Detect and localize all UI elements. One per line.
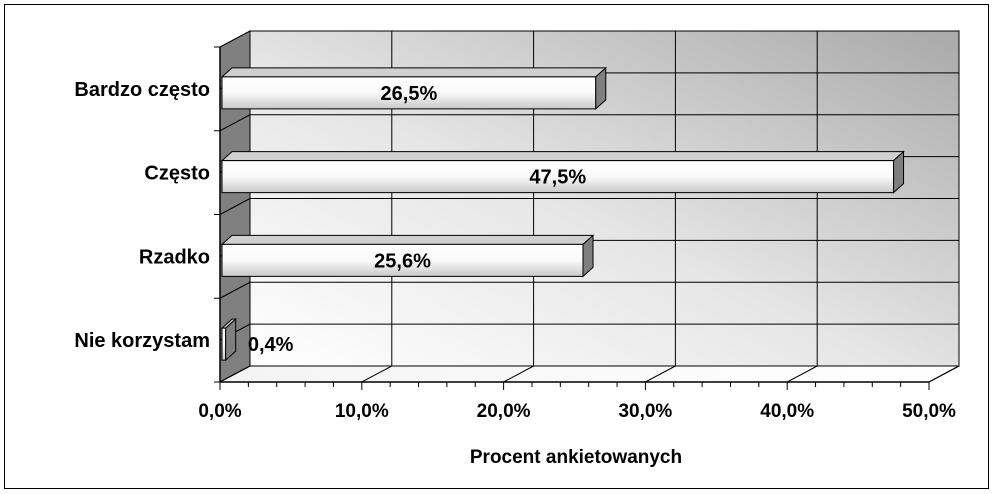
data-label: 47,5% bbox=[529, 167, 586, 189]
gridline-floor bbox=[361, 365, 393, 383]
gridline-floor bbox=[219, 365, 251, 383]
gridline-side bbox=[219, 198, 251, 215]
bar bbox=[221, 76, 597, 110]
bar-top bbox=[220, 151, 905, 162]
bar-side bbox=[225, 318, 237, 362]
bar bbox=[221, 327, 227, 361]
gridline-side bbox=[219, 114, 251, 132]
x-tick-label: 10,0% bbox=[335, 401, 389, 422]
bar-side bbox=[595, 66, 607, 110]
bar bbox=[221, 243, 584, 277]
gridline-floor bbox=[503, 365, 534, 383]
bar-side bbox=[893, 150, 905, 194]
category-label: Bardzo często bbox=[74, 79, 210, 101]
x-tick-label: 0,0% bbox=[198, 401, 241, 422]
bar-top bbox=[220, 234, 595, 245]
category-label: Nie korzystam bbox=[74, 330, 210, 352]
gridline-floor bbox=[928, 365, 960, 383]
data-label: 26,5% bbox=[381, 83, 438, 105]
bar-side bbox=[582, 234, 594, 278]
gridline-side bbox=[219, 281, 251, 299]
bar-top bbox=[220, 67, 608, 78]
bar bbox=[221, 160, 895, 194]
x-tick-label: 40,0% bbox=[760, 401, 814, 422]
data-label: 25,6% bbox=[374, 250, 431, 272]
chart-frame: 0,0% 10,0% 20,0% 30,0% 40,0% 50,0% Bardzo czę… bbox=[4, 4, 989, 489]
gridline-floor bbox=[645, 365, 676, 383]
category-label: Często bbox=[144, 163, 210, 185]
category-label: Rzadko bbox=[139, 246, 210, 268]
x-tick-label: 30,0% bbox=[618, 401, 672, 422]
x-tick-label: 20,0% bbox=[477, 401, 531, 422]
x-tick-label: 50,0% bbox=[902, 401, 956, 422]
gridline-floor bbox=[786, 365, 818, 383]
bar-chart: 0,0% 10,0% 20,0% 30,0% 40,0% 50,0% Bardzo czę… bbox=[74, 30, 960, 468]
x-axis-title: Procent ankietowanych bbox=[470, 447, 682, 468]
floor bbox=[219, 365, 960, 383]
data-label: 0,4% bbox=[248, 334, 294, 356]
